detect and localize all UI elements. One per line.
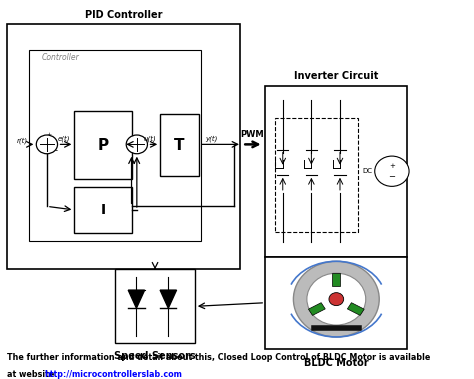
Text: y(t): y(t) xyxy=(205,136,218,142)
Text: The further information and detail about this, Closed Loop Control of BLDC Motor: The further information and detail about… xyxy=(7,353,430,362)
Bar xyxy=(309,303,325,315)
Text: e(t): e(t) xyxy=(58,136,70,142)
Text: Inverter Circuit: Inverter Circuit xyxy=(294,71,379,81)
Text: http://microcontrollerslab.com: http://microcontrollerslab.com xyxy=(45,370,182,379)
Circle shape xyxy=(293,261,379,337)
Circle shape xyxy=(307,273,366,325)
Circle shape xyxy=(36,135,57,154)
Text: u(t): u(t) xyxy=(144,136,156,142)
Circle shape xyxy=(126,135,147,154)
FancyBboxPatch shape xyxy=(74,186,131,233)
Text: PWM: PWM xyxy=(240,130,264,139)
FancyBboxPatch shape xyxy=(29,50,201,241)
FancyBboxPatch shape xyxy=(265,257,408,349)
Circle shape xyxy=(375,156,409,186)
Text: Speed Sensors: Speed Sensors xyxy=(114,351,196,361)
Text: -: - xyxy=(55,146,57,155)
FancyBboxPatch shape xyxy=(265,86,408,257)
Text: T: T xyxy=(174,138,185,153)
FancyBboxPatch shape xyxy=(7,24,240,269)
Text: BLDC Motor: BLDC Motor xyxy=(304,358,369,368)
Text: +: + xyxy=(47,132,52,137)
FancyBboxPatch shape xyxy=(74,111,131,179)
Bar xyxy=(332,273,340,286)
Text: +: + xyxy=(389,163,395,169)
Bar xyxy=(347,303,364,315)
Text: Controller: Controller xyxy=(42,53,79,62)
Text: PID Controller: PID Controller xyxy=(84,10,162,20)
Polygon shape xyxy=(160,290,176,308)
Text: −: − xyxy=(388,172,395,181)
Polygon shape xyxy=(128,290,145,308)
Text: DC: DC xyxy=(362,168,372,174)
Text: r(t): r(t) xyxy=(17,138,28,144)
Text: I: I xyxy=(100,203,106,217)
Text: P: P xyxy=(97,138,109,153)
FancyBboxPatch shape xyxy=(115,269,195,343)
Circle shape xyxy=(329,293,344,305)
FancyBboxPatch shape xyxy=(160,114,199,176)
Text: at website: at website xyxy=(7,370,57,379)
